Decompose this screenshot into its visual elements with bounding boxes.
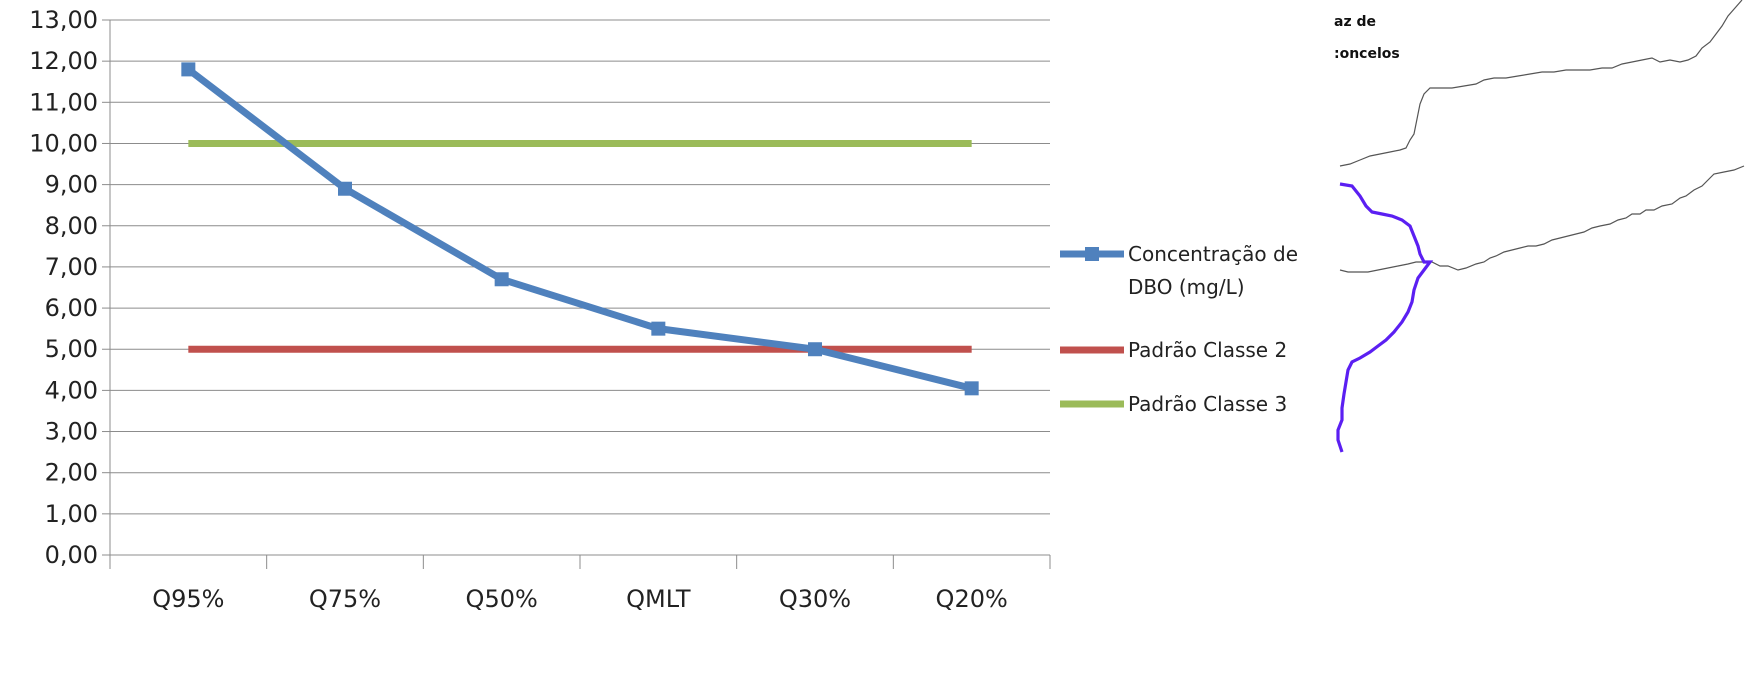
y-tick-label: 11,00: [29, 88, 98, 116]
map-border-line: [1339, 165, 1745, 273]
gridlines: [110, 19, 1050, 515]
series-line: [186, 66, 973, 392]
x-tick-label: Q20%: [936, 585, 1008, 613]
map-label: :oncelos: [1334, 46, 1400, 62]
data-point: [494, 272, 509, 287]
x-tick-label: Q75%: [309, 585, 381, 613]
legend-label: Concentração de: [1128, 242, 1298, 266]
y-tick-label: 2,00: [45, 459, 98, 487]
legend-label: Padrão Classe 2: [1128, 338, 1287, 362]
x-tick-labels: Q95% Q75% Q50% QMLT Q30% Q20%: [152, 585, 1008, 613]
map-river-line: [1336, 182, 1434, 453]
legend-marker: [1085, 247, 1099, 261]
series-lines: [181, 62, 979, 396]
y-tick-label: 6,00: [45, 294, 98, 322]
y-tick-label: 4,00: [45, 376, 98, 404]
axes: [102, 19, 1051, 569]
legend-label: Padrão Classe 3: [1128, 392, 1287, 416]
y-tick-label: 12,00: [29, 47, 98, 75]
y-tick-label: 7,00: [45, 253, 98, 281]
y-tick-label: 5,00: [45, 335, 98, 363]
y-tick-label: 9,00: [45, 171, 98, 199]
x-tick-label: Q50%: [466, 585, 538, 613]
data-point: [338, 181, 352, 196]
legend-label: DBO (mg/L): [1128, 275, 1245, 299]
y-tick-label: 10,00: [29, 129, 98, 157]
data-point: [808, 342, 822, 357]
data-point: [181, 62, 196, 77]
map-fragment: az de :oncelos: [1334, 0, 1745, 453]
y-tick-labels: 0,00 1,00 2,00 3,00 4,00 5,00 6,00 7,00 8,00 9,00…: [29, 6, 98, 569]
y-tick-label: 0,00: [45, 541, 98, 569]
y-tick-label: 13,00: [29, 6, 98, 34]
y-tick-label: 1,00: [45, 500, 98, 528]
x-tick-label: QMLT: [626, 585, 691, 613]
y-tick-label: 3,00: [45, 418, 98, 446]
map-border-line: [1339, 0, 1743, 167]
x-tick-label: Q95%: [152, 585, 224, 613]
x-tick-label: Q30%: [779, 585, 851, 613]
data-point: [964, 381, 979, 396]
data-point: [651, 321, 666, 336]
y-tick-label: 8,00: [45, 212, 98, 240]
map-label: az de: [1334, 14, 1376, 30]
legend: Concentração de DBO (mg/L) Padrão Classe 2…: [1060, 242, 1298, 416]
